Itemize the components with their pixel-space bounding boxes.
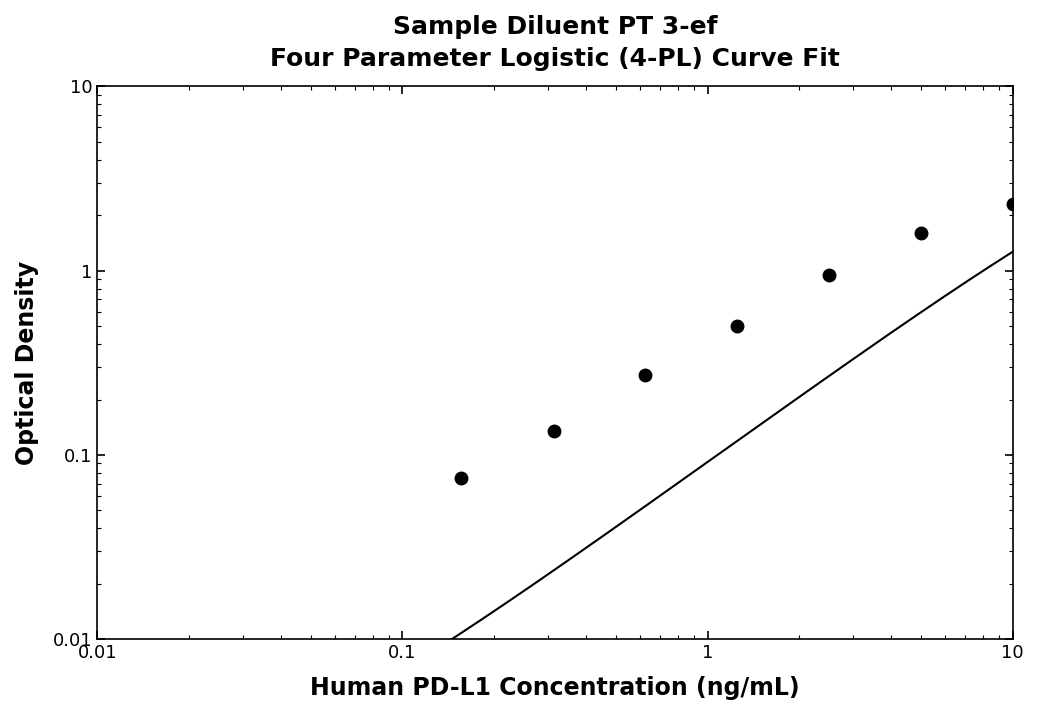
- Y-axis label: Optical Density: Optical Density: [15, 261, 39, 465]
- X-axis label: Human PD-L1 Concentration (ng/mL): Human PD-L1 Concentration (ng/mL): [311, 676, 800, 700]
- Title: Sample Diluent PT 3-ef
Four Parameter Logistic (4-PL) Curve Fit: Sample Diluent PT 3-ef Four Parameter Lo…: [270, 15, 840, 71]
